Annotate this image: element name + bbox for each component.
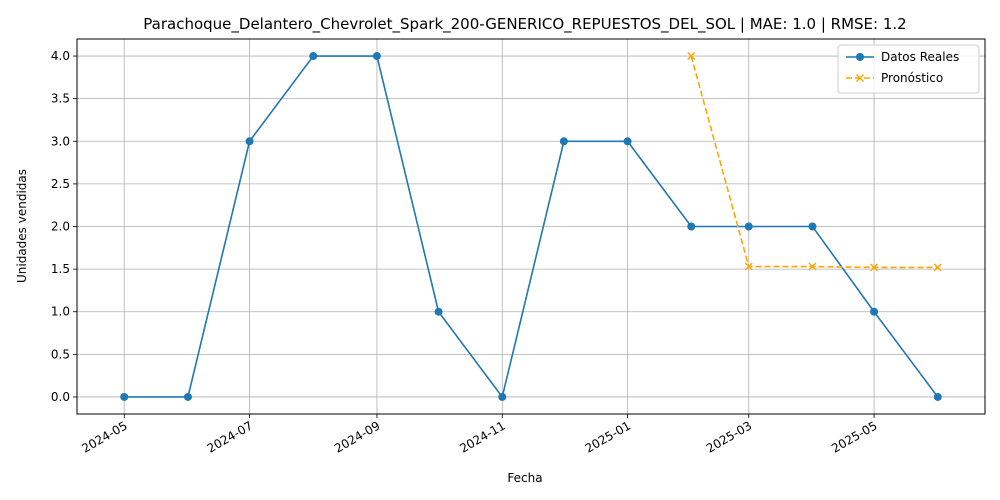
data-point	[933, 392, 942, 401]
y-tick-label: 2.0	[51, 220, 70, 234]
data-point	[183, 392, 192, 401]
x-tick-label: 2025-05	[829, 418, 879, 455]
legend-marker	[856, 74, 864, 82]
grid-lines	[77, 39, 985, 414]
data-point	[309, 52, 318, 61]
data-point	[687, 52, 696, 61]
data-point	[687, 222, 696, 231]
data-point	[498, 392, 507, 401]
legend: Datos Reales Pronóstico	[837, 44, 980, 94]
data-point	[744, 262, 753, 271]
series-line	[124, 55, 939, 399]
legend-marker	[856, 53, 864, 61]
x-tick-label: 2024-09	[332, 418, 382, 455]
legend-label: Pronóstico	[881, 71, 943, 85]
x-tick-label: 2024-11	[457, 418, 507, 455]
x-tick-label: 2025-03	[704, 418, 754, 455]
y-tick-label: 2.5	[51, 177, 70, 191]
data-point	[870, 307, 879, 316]
data-point	[245, 137, 254, 146]
y-tick-label: 0.0	[51, 390, 70, 404]
data-point	[808, 262, 817, 271]
y-tick-label: 3.0	[51, 134, 70, 148]
series-datos-reales	[120, 52, 942, 401]
x-axis-label: Fecha	[507, 471, 542, 485]
data-point	[623, 137, 632, 146]
legend-label: Datos Reales	[881, 50, 959, 64]
data-point	[933, 263, 942, 272]
y-tick-label: 1.5	[51, 262, 70, 276]
axis-ticks: 2024-05 2024-07 2024-09 2024-11 2025-01 2025-…	[51, 49, 880, 456]
data-point	[434, 307, 443, 316]
y-tick-label: 0.5	[51, 347, 70, 361]
data-point	[120, 392, 129, 401]
y-tick-label: 1.0	[51, 305, 70, 319]
x-tick-label: 2024-07	[205, 418, 255, 455]
y-axis-label: Unidades vendidas	[15, 169, 29, 283]
data-point	[372, 52, 381, 61]
y-tick-label: 3.5	[51, 92, 70, 106]
data-point	[870, 263, 879, 272]
data-point	[808, 222, 817, 231]
data-point	[744, 222, 753, 231]
y-tick-label: 4.0	[51, 49, 70, 63]
chart-title: Parachoque_Delantero_Chevrolet_Spark_200…	[143, 15, 906, 34]
series-pron-stico	[687, 52, 942, 272]
data-point	[559, 137, 568, 146]
x-tick-label: 2024-05	[79, 418, 129, 455]
series-layer	[120, 52, 942, 401]
x-tick-label: 2025-01	[583, 418, 633, 455]
